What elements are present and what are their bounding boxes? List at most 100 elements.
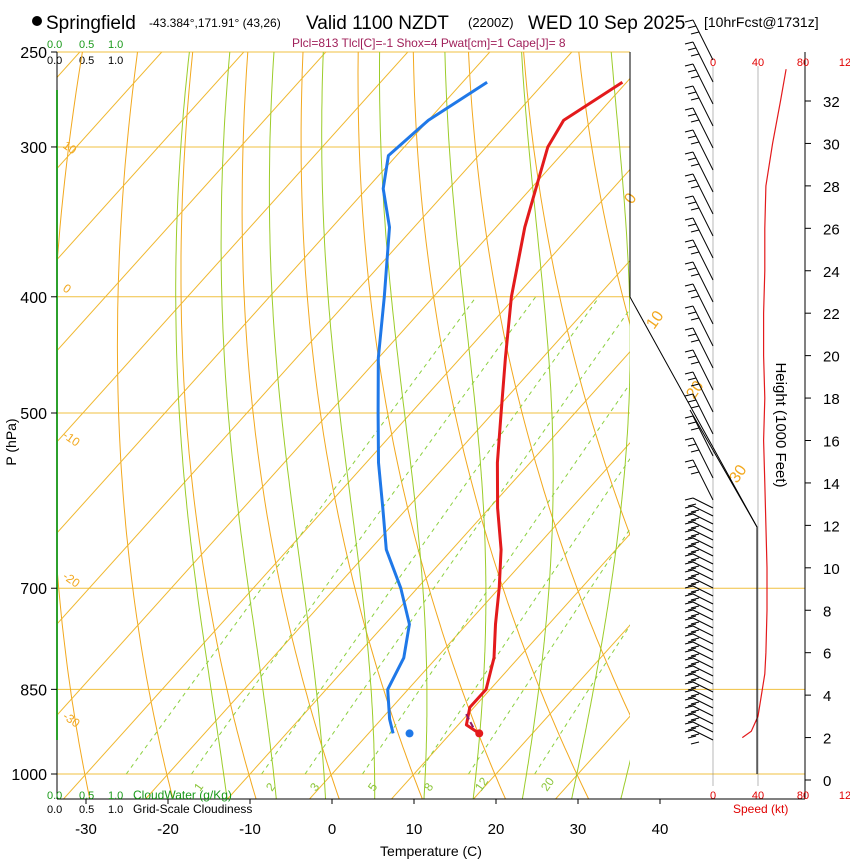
height-tick-label: 26 [823, 221, 840, 238]
wind-barb [684, 545, 714, 561]
wind-barb [684, 577, 714, 593]
temp-tick-label: 20 [488, 821, 505, 838]
isobar-lines [57, 51, 805, 775]
wind-barb-feather [687, 671, 697, 675]
wind-barb-feather [687, 663, 697, 667]
wind-barb [684, 19, 714, 61]
wind-barb [684, 689, 714, 705]
mixing-ratio-line [468, 528, 630, 775]
height-tick-label: 32 [823, 94, 840, 111]
wind-barb [684, 705, 714, 721]
wind-barb-feather [690, 273, 700, 277]
wind-barb-feather [687, 607, 697, 611]
wind-barb [684, 617, 714, 633]
moist-adiabat-line [521, 52, 554, 799]
wind-barb-feather [690, 295, 700, 299]
mixing-ratio-line [534, 624, 630, 775]
profiles [376, 81, 624, 738]
temperature-line [464, 81, 624, 735]
wind-barb [684, 625, 714, 641]
wind-barb [684, 657, 714, 673]
wind-barb-feather [687, 511, 697, 515]
wind-barb [684, 283, 714, 325]
wind-barb-feather [684, 85, 694, 89]
wind-barb-feather [687, 135, 697, 139]
wind-barb-feather [684, 609, 694, 613]
wind-barb-feather [690, 229, 700, 233]
isotherm-line [57, 52, 81, 79]
wind-barb-shaft [692, 415, 714, 457]
wind-barb-feather [684, 151, 694, 155]
mixing-ratio-line [417, 457, 630, 775]
wind-barb-feather [690, 621, 700, 625]
wind-barb-shaft [692, 19, 714, 61]
wind-barb-feather [690, 317, 700, 321]
isotherm-line [226, 351, 630, 799]
wind-barb-feather [690, 141, 700, 145]
wind-barb-feather [687, 355, 697, 359]
wind-barb [684, 673, 714, 689]
wind-barb-feather [690, 525, 700, 529]
wind-barb-feather [690, 339, 700, 343]
speed-tick-label-top: 80 [797, 57, 809, 69]
wind-barb [684, 217, 714, 259]
wind-barb-feather [690, 405, 700, 409]
isotherm-line [472, 624, 630, 799]
wind-barb-feather [684, 349, 694, 353]
wind-barb-feather [690, 163, 700, 167]
wind-barb-feather [687, 179, 697, 183]
wind-barb-feather [684, 537, 694, 541]
wind-barb-shaft [692, 513, 714, 525]
dry-adiabat-label: -20 [60, 569, 83, 591]
wind-barb [684, 601, 714, 617]
wind-barb-feather [684, 545, 694, 549]
wind-barb-feather [684, 261, 694, 265]
wind-barb-feather [684, 505, 694, 509]
wind-barb [684, 649, 714, 665]
wind-barb-shaft [692, 85, 714, 127]
wind-barb [684, 129, 714, 171]
temp-tick-label: -20 [157, 821, 179, 838]
wind-barb [684, 349, 714, 391]
wind-barb-feather [690, 685, 700, 689]
wind-barb-shaft [692, 305, 714, 347]
wind-barb-shaft [692, 697, 714, 709]
isotherm-line [57, 52, 245, 261]
wind-barb [684, 633, 714, 649]
parcel-line [464, 712, 475, 728]
wind-barb-shaft [692, 195, 714, 237]
wind-barb-feather [684, 657, 694, 661]
legend-bottom-cw-0: 0.0 [47, 790, 62, 802]
wind-barb [684, 593, 714, 609]
height-tick-label: 22 [823, 306, 840, 323]
wind-barb [684, 569, 714, 585]
wind-barb-shaft [692, 459, 714, 501]
legend-cl-1: 1.0 [108, 55, 123, 67]
surface-temp-marker [475, 729, 484, 738]
wind-barb-feather [690, 725, 700, 729]
wind-barb-feather [690, 717, 700, 721]
wind-barb-feather [684, 41, 694, 45]
wind-barb [684, 459, 714, 501]
wind-barb-feather [690, 517, 700, 521]
wind-barb-feather [690, 637, 700, 641]
pressure-tick-label: 250 [20, 45, 47, 62]
wind-barb-feather [690, 677, 700, 681]
height-tick-label: 2 [823, 731, 831, 748]
temp-tick-label: 30 [570, 821, 587, 838]
wind-barb-feather [690, 701, 700, 705]
wind-barb-feather [684, 173, 694, 177]
wind-barb-feather [684, 19, 694, 23]
isotherm-line [637, 31, 850, 800]
wind-barb-feather [687, 503, 697, 507]
wind-panel-boundary [689, 409, 758, 528]
legend-cl-05: 0.5 [79, 55, 94, 67]
mixing-ratio-label: 12 [472, 774, 491, 793]
thermo-background [57, 31, 850, 800]
wind-barb-feather [690, 581, 700, 585]
wind-barb-feather [690, 557, 700, 561]
legend-bottom-cw-1: 1.0 [108, 790, 123, 802]
speed-tick-label-bottom: 40 [752, 790, 764, 802]
wind-barb-shaft [692, 283, 714, 325]
isotherm-line [62, 168, 630, 799]
